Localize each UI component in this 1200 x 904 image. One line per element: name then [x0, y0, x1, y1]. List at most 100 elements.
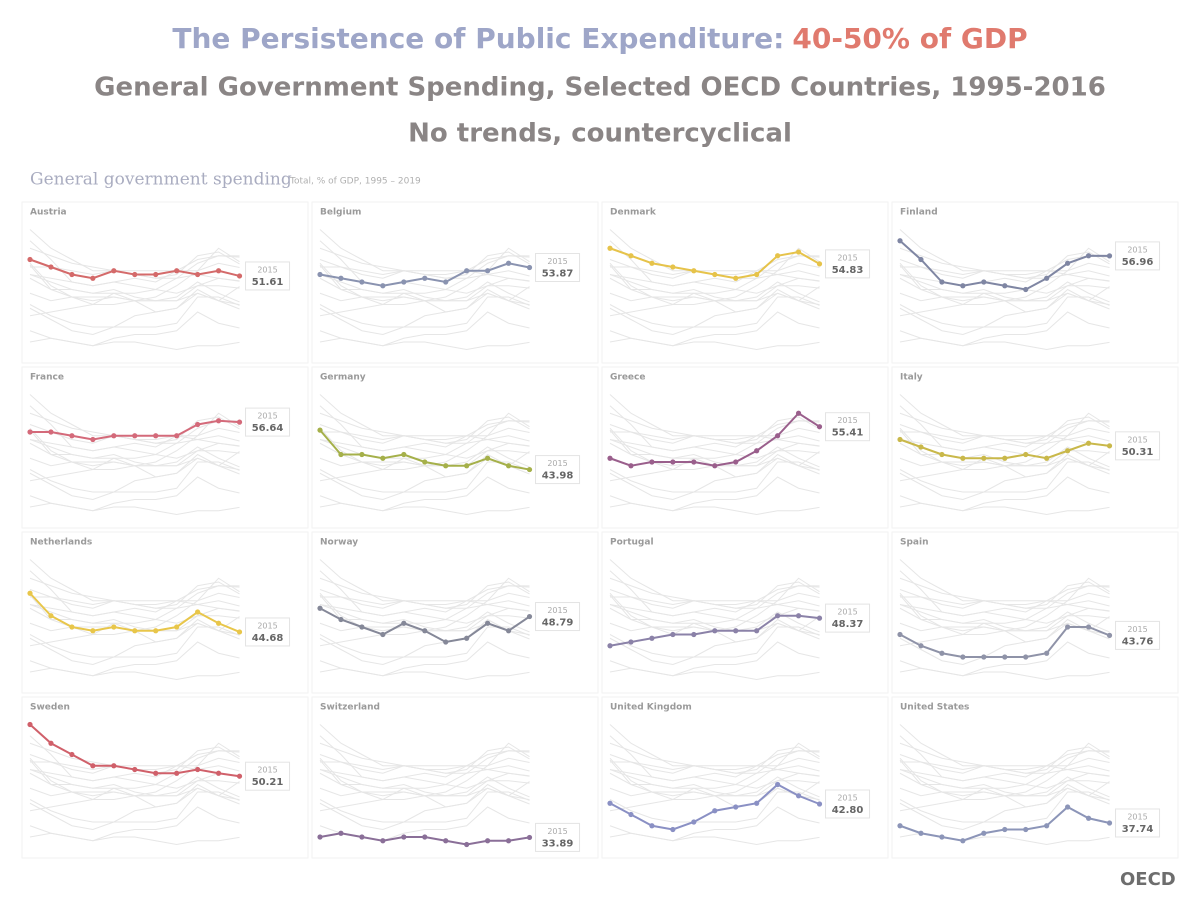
background-line — [29, 626, 240, 658]
point — [27, 721, 33, 728]
background-line — [609, 735, 820, 786]
point — [317, 834, 323, 840]
value-label: 42.80 — [832, 805, 864, 816]
point — [485, 268, 491, 274]
background-line — [320, 750, 530, 771]
background-line — [899, 735, 1110, 786]
background-line — [609, 559, 820, 612]
point — [90, 275, 96, 281]
background-line — [899, 769, 1110, 789]
point — [48, 429, 54, 435]
panel-title: Austria — [30, 208, 67, 218]
point — [464, 635, 470, 641]
background-line — [899, 288, 1110, 336]
background-line — [609, 780, 820, 812]
background-line — [609, 769, 820, 789]
point — [1044, 823, 1050, 829]
background-line — [319, 274, 530, 294]
point — [918, 643, 924, 649]
point — [795, 249, 802, 255]
point — [897, 436, 903, 443]
point — [733, 459, 739, 465]
point — [1085, 624, 1092, 630]
label-year: 2015 — [257, 265, 277, 274]
point — [359, 834, 365, 840]
background-line — [609, 288, 820, 336]
background-line — [319, 288, 530, 336]
point — [215, 418, 222, 424]
background-line — [320, 420, 530, 441]
chart-title: General government spending — [30, 170, 292, 190]
point — [526, 834, 533, 841]
point — [1002, 455, 1008, 461]
point — [1044, 275, 1050, 281]
value-label: 55.41 — [832, 428, 864, 439]
background-line — [29, 296, 240, 328]
panel-title: Portugal — [610, 538, 654, 548]
label-box — [1115, 620, 1161, 650]
point — [670, 459, 676, 465]
point — [27, 590, 33, 596]
background-line — [609, 311, 820, 347]
background-line — [29, 806, 240, 842]
panel-bg — [311, 201, 599, 364]
point — [733, 275, 739, 281]
point — [960, 283, 966, 289]
point — [195, 421, 201, 428]
point — [918, 830, 924, 836]
background-line — [319, 769, 530, 789]
background-line — [29, 791, 240, 823]
point — [712, 808, 718, 814]
background-line — [609, 618, 820, 666]
panel-bg — [891, 201, 1179, 364]
point — [1085, 253, 1092, 259]
background-line — [29, 262, 240, 287]
background-line — [29, 783, 240, 831]
background-line — [29, 450, 240, 482]
background-line — [319, 439, 530, 459]
point — [607, 800, 613, 806]
background-line — [319, 724, 530, 777]
point — [775, 781, 781, 788]
title-highlight: 40-50% of GDP — [792, 22, 1027, 55]
background-line — [29, 274, 240, 294]
point — [359, 279, 365, 285]
panel: Switzerland 2015 33.89 — [311, 696, 599, 859]
label-year: 2015 — [837, 416, 857, 425]
value-label: 48.37 — [832, 619, 864, 630]
panel-bg — [601, 696, 889, 859]
point — [443, 279, 449, 285]
point — [359, 451, 365, 458]
label-year: 2015 — [1127, 625, 1147, 634]
point — [526, 466, 533, 473]
point — [981, 654, 987, 660]
value-label: 43.98 — [542, 471, 574, 482]
point — [1106, 632, 1113, 639]
point — [338, 830, 344, 836]
panel: Netherlands 2015 44.68 — [21, 531, 309, 694]
point — [754, 628, 760, 634]
point — [132, 433, 138, 439]
point — [960, 838, 966, 844]
background-line — [899, 285, 1110, 317]
background-line — [899, 791, 1110, 823]
point — [918, 444, 924, 450]
panel-title: Greece — [610, 373, 645, 383]
label-year: 2015 — [837, 794, 857, 803]
point — [1065, 448, 1071, 454]
point — [380, 283, 386, 289]
point — [1085, 815, 1092, 821]
source: OECD — [1120, 869, 1176, 890]
value-label: 48.79 — [542, 618, 574, 629]
background-line — [29, 757, 240, 782]
background-line — [609, 626, 820, 658]
point — [111, 763, 117, 769]
background-line — [29, 453, 240, 501]
point — [380, 631, 386, 638]
point — [380, 838, 386, 844]
point — [317, 605, 323, 611]
point — [1023, 826, 1029, 833]
background-line — [320, 255, 530, 276]
point — [111, 268, 117, 274]
label-year: 2015 — [1127, 812, 1147, 821]
